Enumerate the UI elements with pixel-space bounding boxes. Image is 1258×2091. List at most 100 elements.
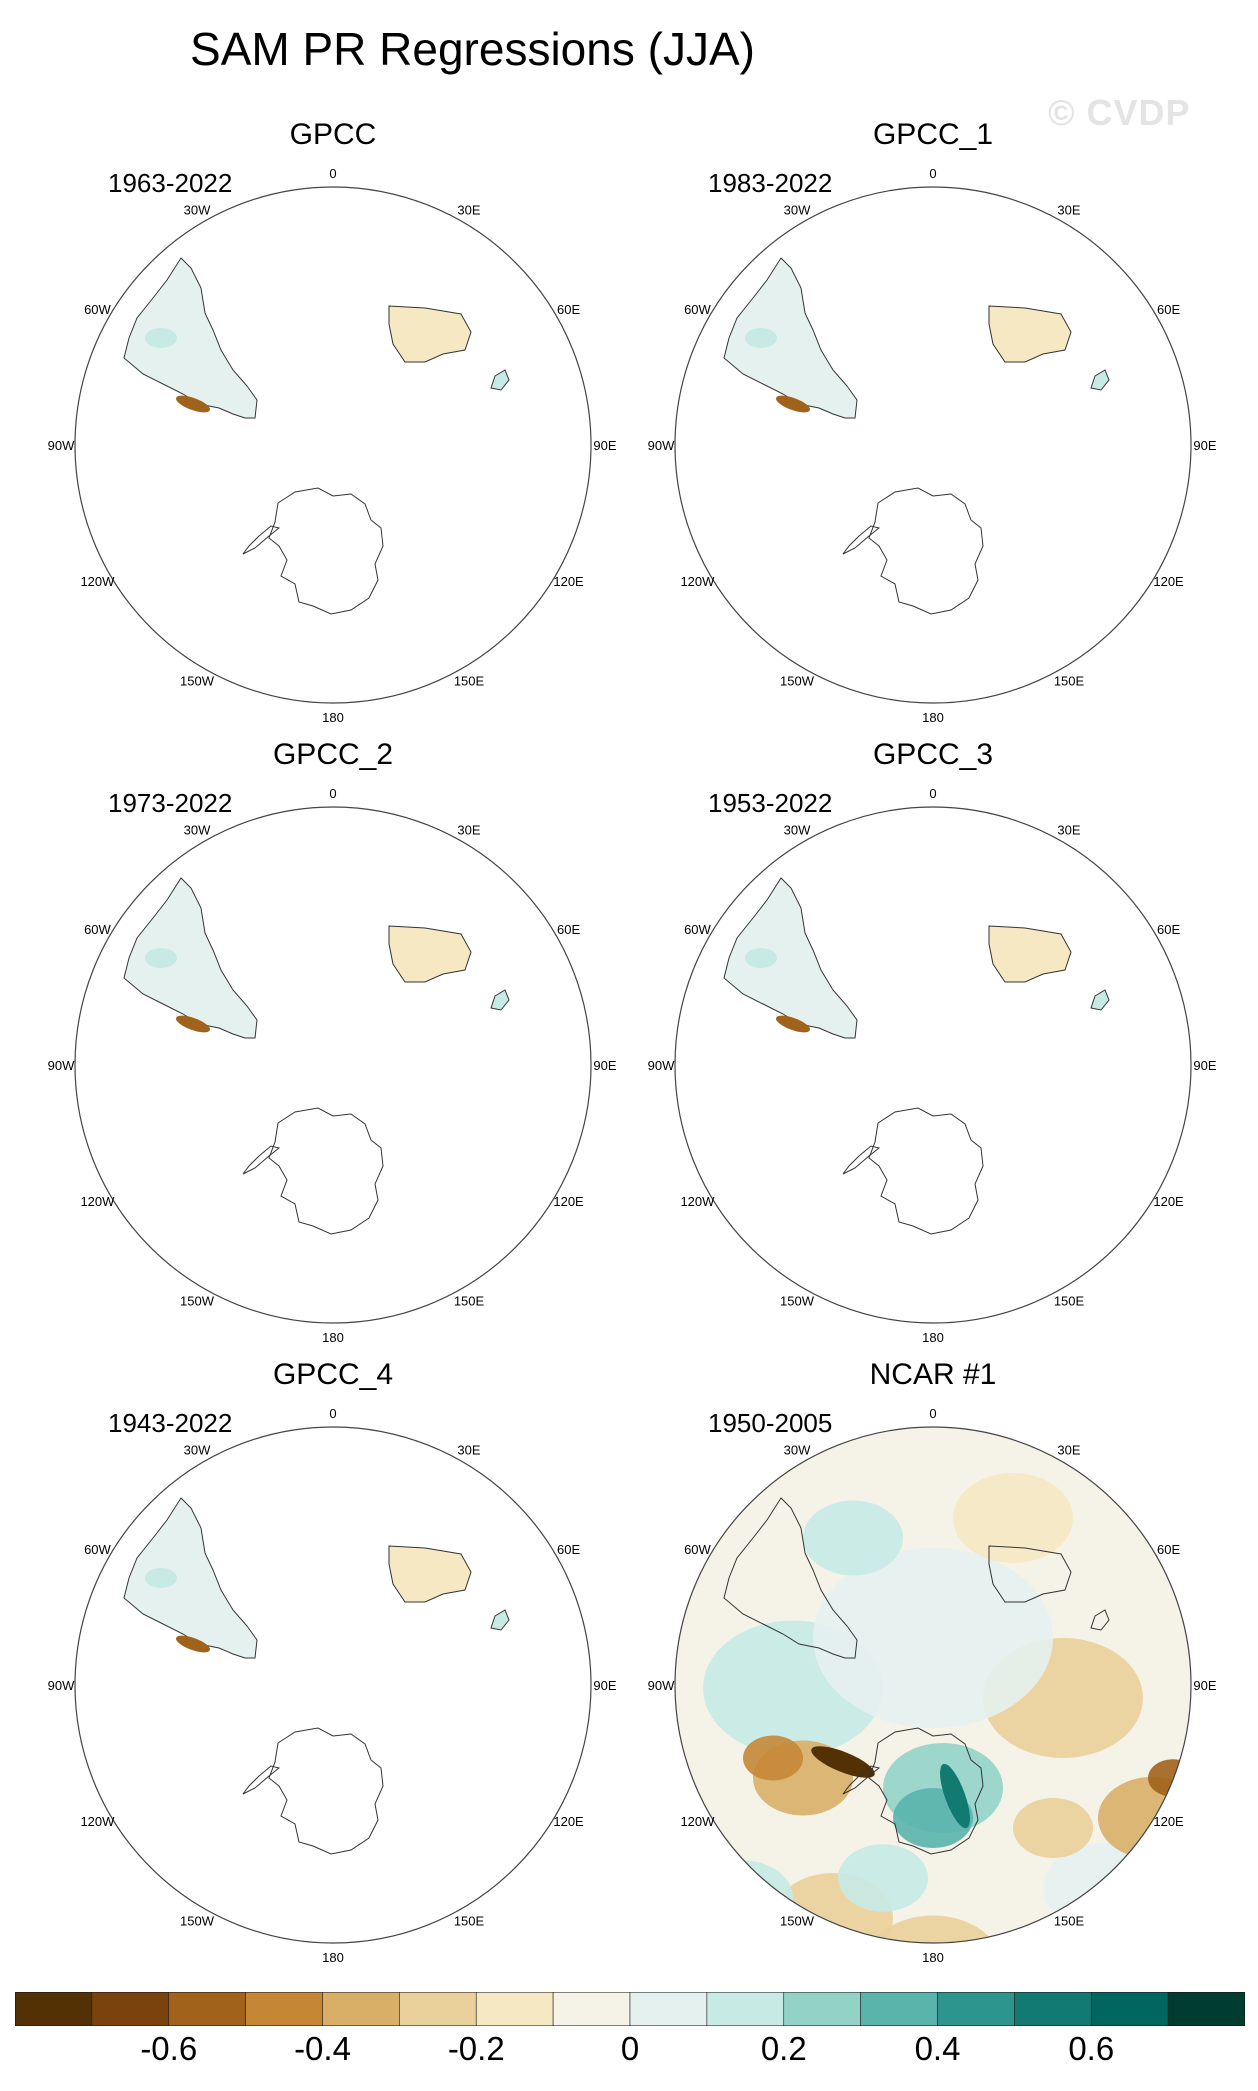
longitude-label: 180: [322, 1330, 344, 1345]
field-blob: [1148, 1759, 1191, 1797]
longitude-label: 30E: [1057, 822, 1080, 837]
colorbar-swatch: [1090, 1992, 1169, 2026]
field-blob: [953, 1473, 1073, 1563]
panel-years: 1963-2022: [108, 168, 233, 198]
colorbar-tick: 0.4: [914, 2030, 961, 2067]
new-zealand-outline: [945, 704, 975, 738]
australia-outline: [422, 1899, 546, 1943]
map-panel-gpcc-3: 0 30E 60E 90E 120E 150E 180 150W 120W 90W 60W 30W G…: [633, 738, 1233, 1358]
field-blob: [811, 1746, 875, 1778]
field-blob: [457, 1954, 509, 1978]
colorbar-swatch: [552, 1992, 631, 2026]
colorbar-swatch: [629, 1992, 708, 2026]
longitude-label: 120W: [80, 1194, 115, 1209]
south-america-outline: [123, 257, 258, 419]
colorbar-tick: 0.6: [1068, 2030, 1115, 2067]
africa-outline: [988, 305, 1072, 363]
field-blob: [940, 1763, 970, 1829]
longitude-label: 150W: [180, 1914, 215, 1929]
longitude-label: 0: [329, 1406, 336, 1421]
longitude-label: 150E: [1054, 1294, 1085, 1309]
longitude-label: 90E: [593, 1678, 616, 1693]
antarctica-outline: [268, 1727, 384, 1855]
longitude-label: 120E: [553, 574, 584, 589]
field-blob: [457, 1334, 509, 1358]
map-boundary: [674, 1426, 1192, 1944]
antarctic-peninsula-outline: [242, 1765, 281, 1795]
madagascar-outline: [1090, 369, 1110, 391]
longitude-label: 60E: [1157, 922, 1180, 937]
colorbar: [15, 1992, 1245, 2026]
longitude-label: 0: [329, 786, 336, 801]
antarctica-outline: [868, 1107, 984, 1235]
longitude-label: 120E: [553, 1814, 584, 1829]
panel-title: GPCC: [289, 118, 377, 151]
colorbar-swatch: [475, 1992, 554, 2026]
longitude-label: 90W: [648, 1678, 675, 1693]
longitude-label: 120W: [80, 574, 115, 589]
field-blob: [1115, 672, 1143, 684]
longitude-label: 150E: [454, 1914, 485, 1929]
longitude-label: 60E: [557, 302, 580, 317]
colorbar-tick: -0.4: [294, 2030, 351, 2067]
colorbar-swatch: [1167, 1992, 1245, 2026]
longitude-label: 90E: [1193, 1678, 1216, 1693]
field-blob: [515, 1912, 543, 1924]
field-blob: [743, 1735, 803, 1781]
longitude-label: 60W: [684, 922, 711, 937]
longitude-label: 30W: [184, 1442, 211, 1457]
field-blob: [145, 1568, 177, 1588]
field-blob: [457, 714, 509, 738]
panel-years: 1950-2005: [708, 1408, 833, 1438]
longitude-label: 120E: [1153, 574, 1184, 589]
longitude-label: 30W: [184, 822, 211, 837]
map-panel-gpcc: 0 30E 60E 90E 120E 150E 180 150W 120W 90W 60W 30W G…: [33, 118, 633, 738]
longitude-label: 90E: [1193, 438, 1216, 453]
colorbar-swatch: [245, 1992, 323, 2026]
longitude-label: 120W: [680, 574, 715, 589]
new-zealand-outline: [945, 1324, 975, 1358]
antarctic-peninsula-outline: [842, 1145, 881, 1175]
madagascar-outline: [1090, 1609, 1110, 1631]
longitude-label: 90W: [48, 1678, 75, 1693]
longitude-label: 30W: [184, 202, 211, 217]
map-boundary: [74, 806, 592, 1324]
longitude-label: 90E: [1193, 1058, 1216, 1073]
longitude-label: 60W: [84, 302, 111, 317]
longitude-label: 60W: [684, 302, 711, 317]
africa-outline: [388, 1545, 472, 1603]
colorbar-swatch: [706, 1992, 785, 2026]
antarctic-peninsula-outline: [242, 525, 281, 555]
field-blob: [775, 395, 811, 413]
longitude-label: 30E: [457, 202, 480, 217]
field-blob: [813, 1548, 1053, 1728]
map-panel-ncar-1: 0 30E 60E 90E 120E 150E 180 150W 120W 90W 60W 30W N…: [633, 1358, 1233, 1978]
map-boundary: [74, 1426, 592, 1944]
longitude-label: 150E: [454, 1294, 485, 1309]
new-zealand-outline: [945, 1944, 975, 1978]
field-blob: [1057, 714, 1109, 738]
polar-map: 0 30E 60E 90E 120E 150E 180 150W 120W 90W 60W 30W: [648, 166, 1217, 738]
longitude-label: 60E: [1157, 302, 1180, 317]
australia-outline: [422, 659, 546, 703]
longitude-label: 0: [929, 786, 936, 801]
madagascar-outline: [1090, 989, 1110, 1011]
colorbar-tick: -0.6: [140, 2030, 198, 2067]
madagascar-outline: [490, 989, 510, 1011]
field-blob: [145, 948, 177, 968]
map-panel-gpcc-2: 0 30E 60E 90E 120E 150E 180 150W 120W 90W 60W 30W G…: [33, 738, 633, 1358]
panel-years: 1973-2022: [108, 788, 233, 818]
australia-outline: [1022, 1279, 1146, 1323]
field-blob: [1013, 1798, 1093, 1858]
colorbar-swatch: [1014, 1992, 1092, 2026]
longitude-label: 150W: [180, 674, 215, 689]
polar-map: 0 30E 60E 90E 120E 150E 180 150W 120W 90W 60W 30W: [48, 166, 617, 738]
panel-title: NCAR #1: [869, 1358, 997, 1391]
map-boundary: [674, 186, 1192, 704]
longitude-label: 150E: [1054, 1914, 1085, 1929]
longitude-label: 30E: [1057, 1442, 1080, 1457]
polar-map: 0 30E 60E 90E 120E 150E 180 150W 120W 90W 60W 30W: [48, 786, 617, 1358]
panel-title: GPCC_2: [272, 738, 394, 771]
south-america-outline: [723, 257, 858, 419]
map-panel-gpcc-1: 0 30E 60E 90E 120E 150E 180 150W 120W 90W 60W 30W G…: [633, 118, 1233, 738]
